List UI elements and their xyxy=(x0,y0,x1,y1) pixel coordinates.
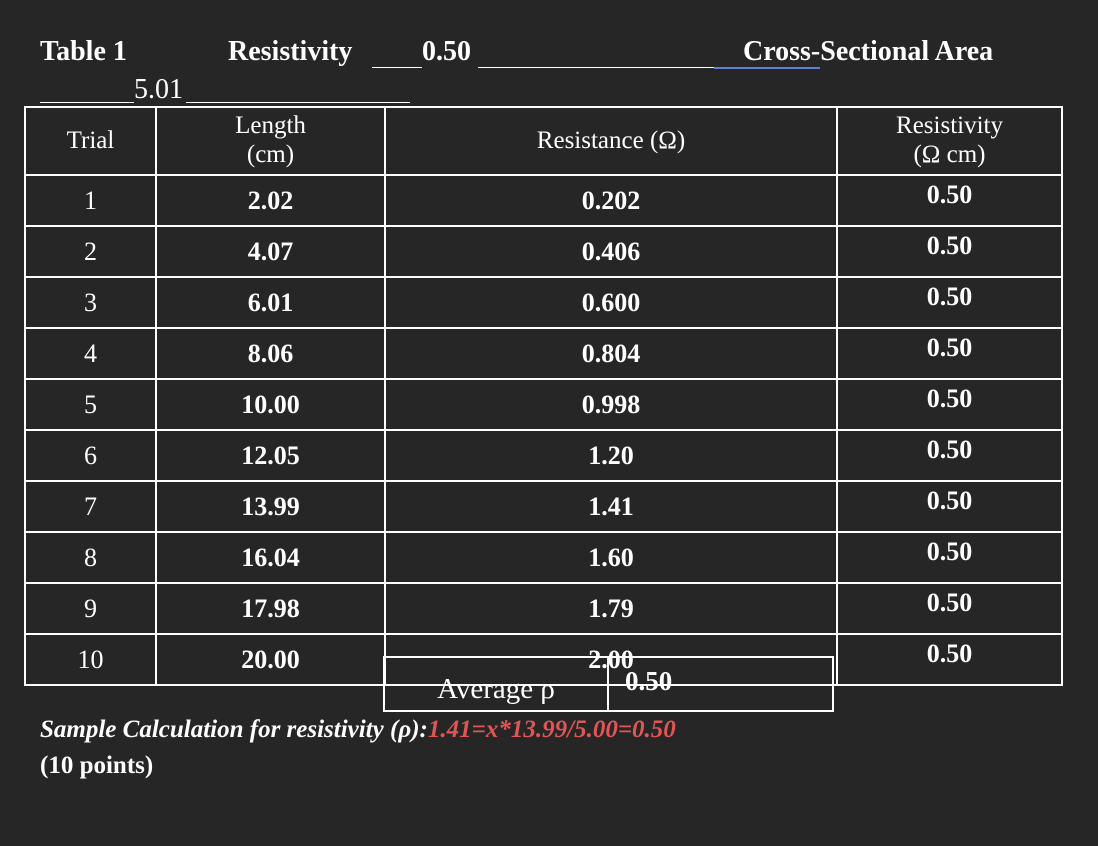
area-blank-line-left xyxy=(40,102,134,103)
length-cell: 4.07 xyxy=(155,225,386,278)
length-cell: 20.00 xyxy=(155,633,386,686)
points-note: (10 points) xyxy=(40,752,154,779)
resistivity-label: Resistivity xyxy=(228,36,353,67)
resistivity-cell: 0.50 xyxy=(836,633,1063,686)
trial-cell: 7 xyxy=(24,480,157,533)
resistivity-cell: 0.50 xyxy=(836,174,1063,227)
table-row: 7 13.99 1.41 0.50 xyxy=(24,480,1063,533)
resistivity-cell: 0.50 xyxy=(836,276,1063,329)
resistivity-blank-line-2 xyxy=(478,67,742,68)
resistivity-cell: 0.50 xyxy=(836,327,1063,380)
table-row: 9 17.98 1.79 0.50 xyxy=(24,582,1063,635)
area-blank-line-right xyxy=(186,102,410,103)
resistance-cell: 0.406 xyxy=(384,225,838,278)
trial-cell: 4 xyxy=(24,327,157,380)
resistivity-cell: 0.50 xyxy=(836,429,1063,482)
table-row: 3 6.01 0.600 0.50 xyxy=(24,276,1063,329)
area-value: 5.01 xyxy=(134,74,183,105)
trial-cell: 1 xyxy=(24,174,157,227)
length-cell: 17.98 xyxy=(155,582,386,635)
resistance-cell: 1.41 xyxy=(384,480,838,533)
table-row: 4 8.06 0.804 0.50 xyxy=(24,327,1063,380)
average-value: 0.50 xyxy=(625,666,673,696)
table-row: 8 16.04 1.60 0.50 xyxy=(24,531,1063,584)
sample-calculation: Sample Calculation for resistivity (ρ):1… xyxy=(40,716,676,744)
length-cell: 6.01 xyxy=(155,276,386,329)
resistance-cell: 0.600 xyxy=(384,276,838,329)
resistivity-cell: 0.50 xyxy=(836,225,1063,278)
trial-cell: 2 xyxy=(24,225,157,278)
header-trial: Trial xyxy=(24,106,157,176)
data-table: Trial Length (cm) Resistance (Ω) Resisti… xyxy=(24,106,1063,686)
trial-cell: 3 xyxy=(24,276,157,329)
table-row: 1 2.02 0.202 0.50 xyxy=(24,174,1063,227)
header-resistivity: Resistivity (Ω cm) xyxy=(836,106,1063,176)
cross-section-label: Cross-Sectional Area xyxy=(743,36,994,67)
length-cell: 8.06 xyxy=(155,327,386,380)
table-row: 10 20.00 2.00 0.50 xyxy=(24,633,1063,686)
resistivity-cell: 0.50 xyxy=(836,582,1063,635)
table-label: Table 1 xyxy=(40,36,127,67)
length-cell: 12.05 xyxy=(155,429,386,482)
resistance-cell: 2.00 xyxy=(384,633,838,686)
table-row: 2 4.07 0.406 0.50 xyxy=(24,225,1063,278)
table-header-row: Trial Length (cm) Resistance (Ω) Resisti… xyxy=(24,106,1063,176)
header-length: Length (cm) xyxy=(155,106,386,176)
trial-cell: 9 xyxy=(24,582,157,635)
resistance-cell: 0.202 xyxy=(384,174,838,227)
sample-calculation-formula: 1.41=x*13.99/5.00=0.50 xyxy=(427,716,676,743)
trial-cell: 10 xyxy=(24,633,157,686)
resistivity-cell: 0.50 xyxy=(836,480,1063,533)
average-label: Average ρ xyxy=(385,658,609,710)
trial-cell: 6 xyxy=(24,429,157,482)
length-cell: 2.02 xyxy=(155,174,386,227)
resistance-cell: 1.79 xyxy=(384,582,838,635)
resistance-cell: 1.20 xyxy=(384,429,838,482)
resistance-cell: 0.998 xyxy=(384,378,838,431)
sample-calculation-label: Sample Calculation for resistivity (ρ): xyxy=(40,716,428,743)
length-cell: 13.99 xyxy=(155,480,386,533)
trial-cell: 5 xyxy=(24,378,157,431)
table-row: 5 10.00 0.998 0.50 xyxy=(24,378,1063,431)
resistivity-blank-line xyxy=(372,67,422,68)
cross-section-underline xyxy=(714,67,820,69)
average-box: Average ρ 0.50 xyxy=(383,656,834,712)
resistance-cell: 0.804 xyxy=(384,327,838,380)
table-row: 6 12.05 1.20 0.50 xyxy=(24,429,1063,482)
length-cell: 10.00 xyxy=(155,378,386,431)
resistivity-cell: 0.50 xyxy=(836,531,1063,584)
resistivity-value: 0.50 xyxy=(422,36,471,67)
length-cell: 16.04 xyxy=(155,531,386,584)
resistance-cell: 1.60 xyxy=(384,531,838,584)
resistivity-cell: 0.50 xyxy=(836,378,1063,431)
header-resistance: Resistance (Ω) xyxy=(384,106,838,176)
trial-cell: 8 xyxy=(24,531,157,584)
